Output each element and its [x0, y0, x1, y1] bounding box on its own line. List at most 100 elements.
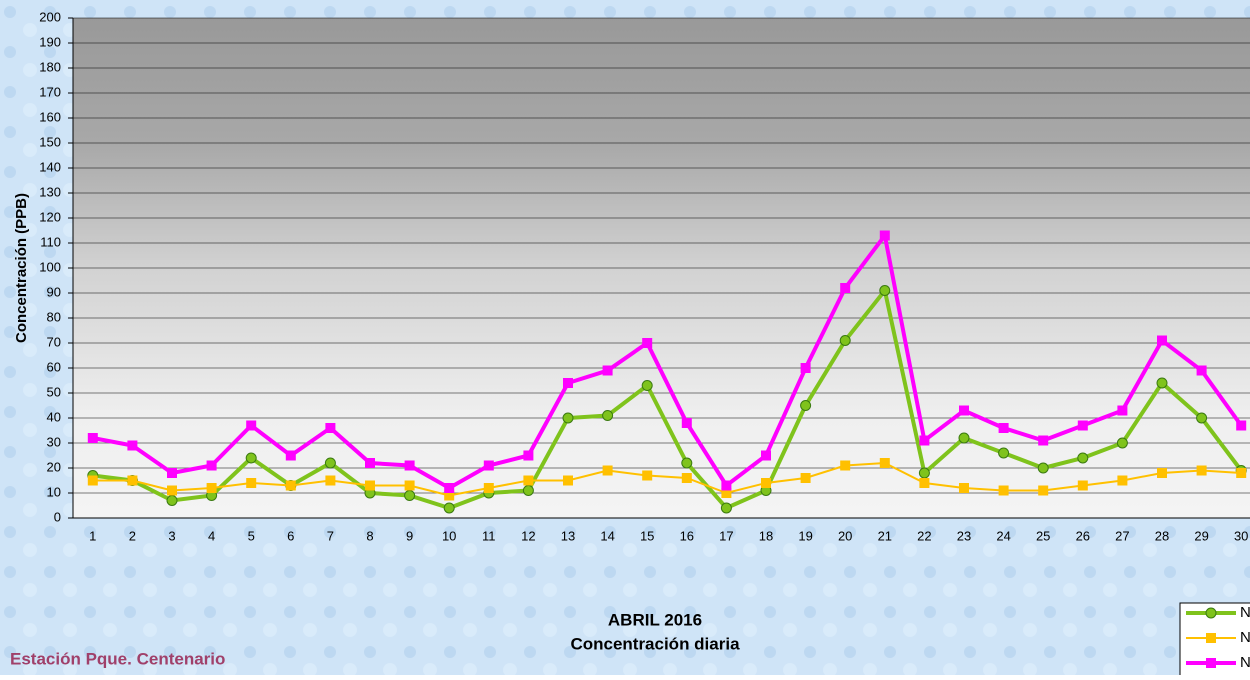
data-point [998, 485, 1009, 496]
x-tick-label: 8 [366, 528, 373, 543]
data-point [879, 458, 890, 468]
data-point [840, 460, 851, 471]
legend-label: N [1240, 604, 1250, 621]
y-tick-label: 180 [39, 59, 61, 74]
data-point [1077, 452, 1089, 464]
legend-label: N [1240, 654, 1250, 671]
data-point [324, 457, 336, 469]
x-tick-label: 17 [719, 528, 733, 543]
y-tick-label: 80 [47, 309, 61, 324]
data-point [522, 485, 534, 496]
data-point [1156, 377, 1168, 389]
x-tick-label: 26 [1076, 528, 1090, 543]
x-tick-label: 4 [208, 528, 215, 543]
x-tick-label: 28 [1155, 528, 1169, 543]
data-point [602, 410, 614, 421]
data-point [206, 460, 217, 471]
data-point [285, 480, 296, 491]
data-point [127, 475, 138, 486]
data-point [958, 432, 970, 444]
x-tick-label: 3 [168, 528, 175, 543]
data-point [1117, 475, 1128, 486]
y-tick-label: 50 [47, 384, 61, 399]
data-point [642, 470, 653, 481]
data-point [800, 363, 811, 373]
y-tick-label: 120 [39, 209, 61, 224]
x-tick-label: 10 [442, 528, 456, 543]
x-tick-label: 13 [561, 528, 575, 543]
legend-marker [1205, 607, 1217, 619]
x-tick-label: 25 [1036, 528, 1050, 543]
data-point [325, 475, 336, 486]
data-point [959, 405, 969, 416]
data-point [87, 433, 98, 443]
y-tick-label: 160 [39, 109, 61, 124]
data-point [1196, 365, 1207, 376]
x-tick-label: 12 [521, 528, 535, 543]
data-point [681, 473, 692, 483]
y-tick-label: 0 [54, 509, 61, 524]
data-point [1038, 485, 1049, 496]
data-point [1117, 405, 1128, 416]
data-point [1196, 412, 1208, 424]
data-point [285, 450, 296, 461]
data-point [642, 338, 653, 348]
y-tick-label: 140 [39, 159, 61, 174]
series-line [92, 285, 1243, 511]
x-tick-label: 5 [248, 528, 255, 543]
data-point [602, 365, 613, 376]
y-tick-label: 30 [47, 434, 61, 449]
x-tick-label: 30 [1234, 528, 1248, 543]
data-point [246, 420, 257, 431]
data-point [563, 378, 573, 388]
y-tick-label: 10 [47, 484, 61, 499]
legend-label: N [1240, 629, 1250, 646]
y-tick-label: 170 [39, 84, 61, 99]
data-point [166, 495, 178, 506]
data-point [365, 480, 375, 491]
x-tick-label: 2 [129, 528, 136, 543]
data-point [246, 478, 257, 488]
data-point [879, 230, 890, 241]
data-point [1157, 335, 1167, 346]
data-point [761, 450, 771, 461]
y-tick-label: 70 [47, 334, 61, 349]
data-point [998, 423, 1009, 433]
y-axis-label: Concentración (PPB) [13, 193, 30, 343]
data-point [1157, 468, 1167, 478]
x-tick-label: 20 [838, 528, 852, 543]
x-tick-label: 11 [482, 528, 496, 543]
data-point [720, 502, 732, 514]
data-point [959, 483, 969, 493]
x-tick-label: 18 [759, 528, 773, 543]
x-tick-label: 16 [680, 528, 694, 543]
data-point [563, 475, 573, 486]
legend-marker [1206, 633, 1216, 643]
data-point [87, 475, 98, 486]
y-tick-label: 20 [47, 459, 61, 474]
data-point [800, 473, 811, 483]
x-tick-label: 6 [287, 528, 294, 543]
data-point [721, 480, 732, 491]
data-point [483, 483, 494, 493]
y-tick-label: 100 [39, 259, 61, 274]
data-point [1077, 420, 1088, 431]
x-tick-label: 21 [878, 528, 892, 543]
y-tick-label: 200 [39, 9, 61, 24]
x-tick-label: 14 [600, 528, 614, 543]
y-tick-label: 130 [39, 184, 61, 199]
data-point [1236, 468, 1247, 478]
data-point [443, 502, 455, 514]
x-tick-label: 7 [327, 528, 334, 543]
chart-subtitle: Concentración diaria [570, 634, 740, 653]
y-tick-label: 90 [47, 284, 61, 299]
legend-marker [1206, 658, 1216, 668]
series-line [92, 461, 1242, 497]
data-point [602, 465, 613, 476]
data-point [444, 490, 455, 501]
data-point [444, 483, 455, 493]
chart-title: ABRIL 2016 [608, 610, 702, 629]
station-label: Estación Pque. Centenario [10, 649, 225, 668]
data-point [721, 488, 732, 498]
data-point [404, 460, 415, 471]
